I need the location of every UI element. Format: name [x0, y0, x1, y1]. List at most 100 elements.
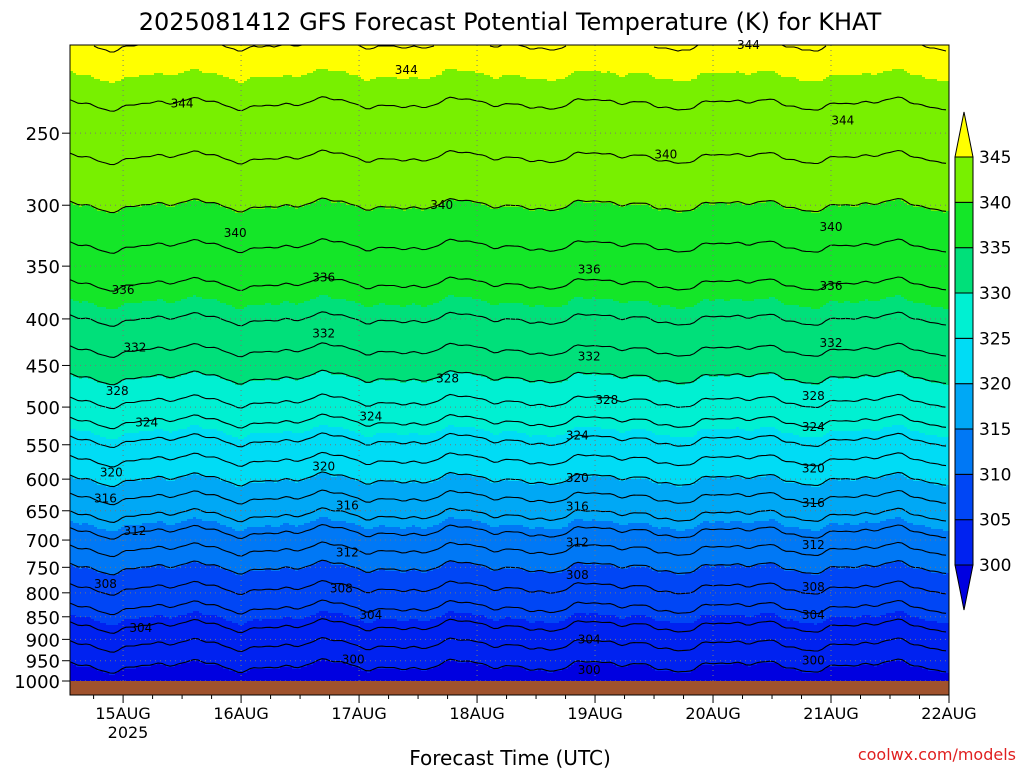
fill-band — [766, 663, 770, 681]
fill-band — [394, 433, 398, 484]
fill-band — [544, 45, 548, 80]
fill-band — [298, 303, 302, 380]
fill-band — [880, 73, 884, 204]
fill-band — [730, 299, 734, 376]
fill-band — [313, 565, 317, 616]
fill-band — [778, 205, 782, 302]
fill-band — [70, 429, 74, 478]
fill-band — [454, 45, 458, 70]
fill-band — [448, 561, 452, 612]
fill-band — [220, 75, 224, 208]
fill-band — [925, 305, 929, 382]
fill-band — [541, 435, 545, 484]
fill-band — [796, 381, 800, 436]
fill-band — [916, 525, 920, 570]
fill-band — [676, 487, 680, 532]
fill-band — [142, 205, 146, 302]
fill-band — [460, 519, 464, 564]
fill-band — [916, 207, 920, 304]
fill-band — [361, 79, 365, 210]
fill-band — [481, 205, 485, 302]
fill-band — [919, 303, 923, 380]
fill-band — [913, 569, 917, 618]
fill-band — [478, 45, 482, 74]
fill-band — [589, 477, 593, 522]
fill-band — [574, 563, 578, 614]
fill-band — [166, 45, 170, 76]
fill-band — [745, 665, 749, 681]
fill-band — [466, 71, 470, 202]
fill-band — [208, 565, 212, 616]
fill-band — [232, 45, 236, 80]
fill-band — [547, 673, 551, 681]
fill-band — [640, 665, 644, 681]
contour-label: 300 — [342, 652, 365, 666]
fill-band — [217, 377, 221, 432]
fill-band — [793, 305, 797, 382]
fill-band — [676, 385, 680, 438]
fill-band — [544, 529, 548, 574]
fill-band — [316, 661, 320, 681]
fill-band — [619, 45, 623, 78]
fill-band — [859, 431, 863, 480]
fill-band — [232, 485, 236, 530]
fill-band — [838, 569, 842, 618]
fill-band — [292, 45, 296, 78]
fill-band — [373, 45, 377, 80]
fill-band — [100, 211, 104, 308]
fill-band — [706, 73, 710, 204]
fill-band — [823, 571, 827, 622]
fill-band — [859, 567, 863, 618]
fill-band — [565, 619, 569, 670]
fill-band — [658, 45, 662, 80]
fill-band — [415, 209, 419, 306]
fill-band — [286, 567, 290, 618]
fill-band — [280, 433, 284, 482]
fill-band — [745, 205, 749, 302]
fill-band — [859, 377, 863, 432]
fill-band — [574, 427, 578, 476]
colorbar-min-arrow — [954, 564, 974, 611]
fill-band — [916, 45, 920, 76]
fill-band — [106, 385, 110, 440]
fill-band — [259, 433, 263, 484]
fill-band — [337, 475, 341, 522]
fill-band — [835, 523, 839, 568]
fill-band — [436, 75, 440, 208]
fill-band — [595, 203, 599, 300]
fill-band — [781, 77, 785, 208]
fill-band — [865, 665, 869, 681]
fill-band — [91, 433, 95, 482]
fill-band — [493, 305, 497, 382]
fill-band — [700, 479, 704, 524]
fill-band — [163, 377, 167, 432]
fill-band — [94, 381, 98, 436]
fill-band — [163, 567, 167, 618]
fill-band — [355, 481, 359, 526]
fill-band — [892, 613, 896, 662]
fill-band — [367, 383, 371, 438]
fill-band — [763, 613, 767, 664]
fill-band — [733, 299, 737, 376]
fill-band — [652, 305, 656, 382]
fill-band — [706, 299, 710, 376]
fill-band — [379, 45, 383, 78]
fill-band — [877, 665, 881, 681]
fill-band — [721, 203, 725, 300]
fill-band — [577, 661, 581, 681]
fill-band — [352, 377, 356, 432]
fill-band — [751, 479, 755, 524]
fill-band — [421, 45, 425, 80]
fill-band — [370, 529, 374, 574]
fill-band — [109, 309, 113, 386]
fill-band — [943, 623, 947, 674]
fill-band — [220, 207, 224, 304]
fill-band — [103, 383, 107, 438]
fill-band — [778, 45, 782, 76]
fill-band — [172, 569, 176, 618]
fill-band — [580, 563, 584, 614]
fill-band — [214, 73, 218, 204]
fill-band — [889, 71, 893, 202]
fill-band — [271, 481, 275, 528]
fill-band — [730, 565, 734, 616]
